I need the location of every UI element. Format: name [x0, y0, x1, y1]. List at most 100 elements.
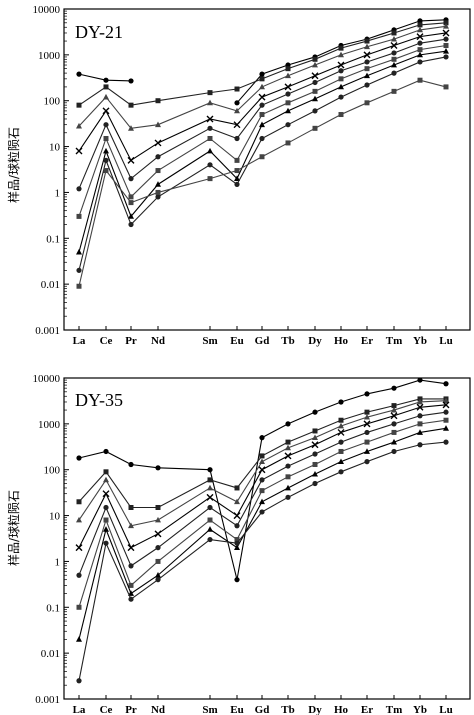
- data-point: [76, 186, 82, 192]
- y-tick-label: 1000: [38, 50, 61, 62]
- data-point: [443, 425, 449, 431]
- data-point: [417, 377, 423, 383]
- series-line: [78, 44, 447, 217]
- data-point: [155, 154, 161, 160]
- data-point: [207, 536, 213, 543]
- y-tick-label: 10: [49, 142, 61, 154]
- data-point: [76, 283, 82, 289]
- plot-frame: [63, 377, 471, 700]
- series-line: [78, 398, 446, 509]
- data-point: [234, 498, 240, 505]
- data-point: [364, 439, 370, 445]
- data-point: [391, 61, 397, 68]
- data-point: [443, 36, 449, 42]
- data-point: [337, 61, 345, 69]
- x-tick-label-dy: Dy: [308, 704, 322, 715]
- data-point: [391, 421, 397, 427]
- data-point: [391, 88, 397, 94]
- data-point: [103, 135, 109, 141]
- data-point: [443, 42, 449, 48]
- data-point: [443, 48, 449, 54]
- x-tick-label-pr: Pr: [125, 704, 137, 715]
- x-tick-label-yb: Yb: [413, 335, 427, 347]
- data-point: [155, 558, 161, 564]
- data-point: [234, 135, 240, 142]
- data-point: [417, 22, 423, 28]
- data-point: [391, 403, 397, 409]
- data-point: [155, 504, 161, 510]
- y-tick-label: 0.01: [41, 279, 60, 291]
- data-point: [312, 61, 318, 68]
- series-5: [76, 409, 449, 578]
- series-6: [76, 417, 449, 610]
- data-point: [338, 399, 344, 405]
- data-point: [285, 463, 291, 469]
- data-point: [207, 162, 213, 168]
- data-point: [417, 40, 423, 46]
- data-point: [417, 26, 423, 33]
- data-point: [338, 68, 344, 74]
- data-point: [417, 77, 423, 83]
- series-7: [76, 48, 449, 255]
- data-point: [312, 451, 318, 457]
- data-point: [207, 99, 213, 106]
- plot-frame: [63, 8, 471, 331]
- data-point: [443, 409, 449, 415]
- series-3: [76, 23, 449, 131]
- chart-title: DY-21: [75, 22, 123, 42]
- data-point: [127, 544, 135, 552]
- data-point: [76, 499, 82, 505]
- data-point: [312, 108, 318, 114]
- data-point: [103, 168, 109, 174]
- y-tick-label: 1: [55, 187, 61, 199]
- data-point: [363, 51, 371, 59]
- data-point: [338, 448, 344, 454]
- data-point: [417, 421, 423, 427]
- data-point: [75, 544, 83, 552]
- data-point: [338, 51, 344, 58]
- y-tick-label: 100: [44, 465, 61, 477]
- y-axis-label: 样品/球粒陨石: [6, 127, 21, 203]
- x-tick-label-sm: Sm: [202, 335, 217, 347]
- data-point: [391, 448, 397, 455]
- data-point: [259, 453, 265, 459]
- data-point: [155, 189, 161, 195]
- series-6: [76, 42, 449, 219]
- y-tick-label: 10: [49, 511, 61, 523]
- data-point: [128, 200, 134, 206]
- data-point: [127, 156, 135, 164]
- data-point: [128, 504, 134, 510]
- data-point: [76, 636, 82, 642]
- data-point: [207, 125, 213, 131]
- data-point: [259, 435, 265, 441]
- chart-title: DY-35: [75, 390, 123, 410]
- data-point: [103, 84, 109, 90]
- data-point: [364, 43, 370, 50]
- data-point: [391, 385, 397, 391]
- data-point: [207, 467, 213, 473]
- data-point: [76, 455, 82, 461]
- data-point: [312, 95, 318, 102]
- data-point: [207, 526, 213, 532]
- data-point: [234, 577, 240, 583]
- series-line: [78, 400, 447, 527]
- series-line: [78, 22, 447, 106]
- data-point: [338, 458, 344, 465]
- data-point: [312, 125, 318, 131]
- data-point: [233, 512, 241, 520]
- data-point: [259, 509, 265, 515]
- data-point: [128, 461, 134, 468]
- data-point: [155, 516, 161, 523]
- x-tick-label-dy: Dy: [308, 335, 322, 347]
- data-point: [417, 18, 423, 24]
- series-line: [78, 19, 447, 104]
- data-point: [102, 107, 110, 115]
- data-point: [364, 409, 370, 415]
- data-point: [338, 45, 344, 51]
- data-point: [391, 70, 397, 76]
- series-line: [78, 79, 447, 287]
- data-point: [443, 381, 449, 387]
- data-point: [443, 397, 449, 404]
- data-point: [206, 115, 214, 123]
- series-line: [78, 38, 447, 190]
